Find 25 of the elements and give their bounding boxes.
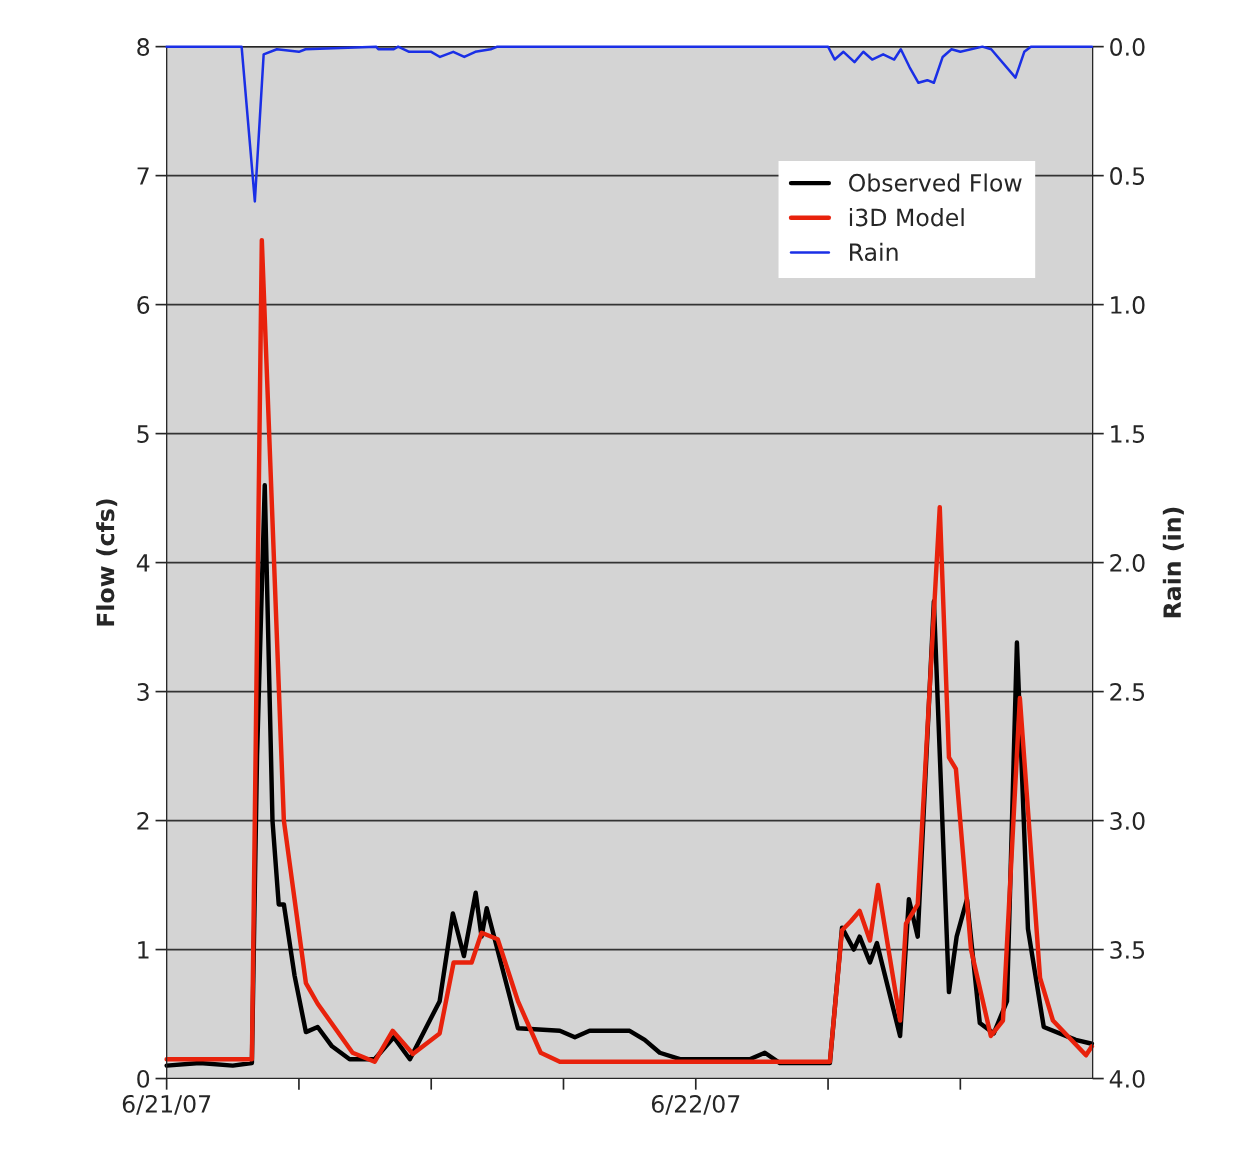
y-axis-title: Flow (cfs)	[96, 499, 118, 626]
y2-tick-label: 0.0	[1110, 38, 1145, 56]
legend-label: Observed Flow	[849, 173, 1022, 192]
y2-tick-label: 0.5	[1110, 167, 1145, 185]
legend-label: i3D Model	[849, 208, 964, 227]
y-tick-label: 3	[137, 683, 149, 701]
y-tick-label: 0	[137, 1070, 150, 1088]
y2-tick-label: 3.0	[1110, 812, 1145, 830]
x-tick-label: 6/22/07	[651, 1094, 740, 1115]
y-tick-label: 8	[137, 38, 150, 56]
y-tick-label: 2	[137, 812, 149, 830]
y-tick-label: 5	[137, 425, 149, 443]
y-tick-label: 1	[138, 941, 149, 959]
y2-tick-label: 2.5	[1110, 683, 1145, 701]
y2-tick-label: 2.0	[1110, 554, 1145, 572]
y-tick-label: 6	[137, 296, 150, 314]
y-tick-label: 4	[136, 554, 150, 572]
y-tick-label: 7	[137, 167, 149, 185]
y2-axis-title: Rain (in)	[1162, 507, 1184, 618]
y2-tick-label: 4.0	[1109, 1070, 1145, 1088]
y2-tick-label: 1.5	[1111, 425, 1145, 443]
legend-label: Rain	[850, 242, 898, 262]
x-tick-label: 6/21/07	[122, 1094, 211, 1115]
y2-tick-label: 1.0	[1111, 296, 1145, 314]
y2-tick-label: 3.5	[1110, 941, 1145, 959]
